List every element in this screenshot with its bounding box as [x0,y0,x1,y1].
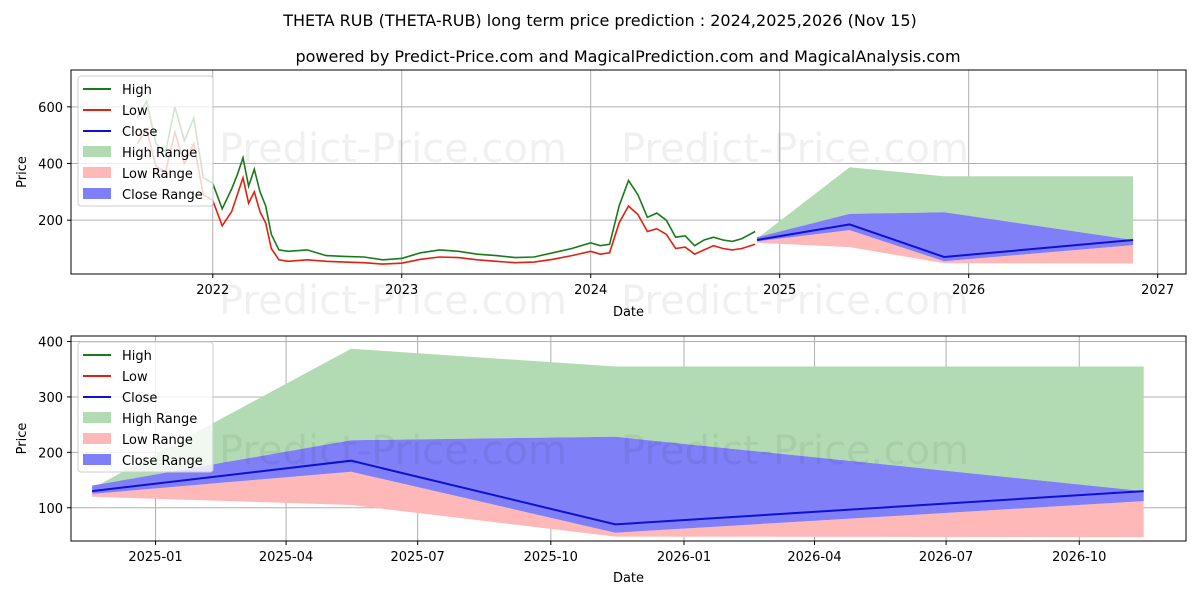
x-tick-label: 2025-04 [259,550,313,565]
legend: High Low Close High Range Low Range Close Ran… [77,75,214,207]
legend-box [77,75,214,207]
x-axis-label: Date [613,571,644,586]
legend-swatch [83,454,111,465]
chart-title: THETA RUB (THETA-RUB) long term price pr… [282,11,917,30]
y-axis-label: Price [15,423,30,455]
legend-box [77,341,214,473]
legend-swatch [83,412,111,423]
legend-swatch [83,188,111,199]
x-tick-label: 2023 [385,283,418,298]
chart-panel-top: Predict-Price.com Predict-Price.com Predic… [15,69,1187,324]
y-tick-label: 100 [38,502,63,517]
y-tick-label: 200 [38,446,63,461]
x-tick-label: 2026-07 [919,550,973,565]
legend-swatch [83,167,111,178]
axes-frame [70,335,1187,542]
high-range-area [757,167,1134,240]
x-tick-label: 2025 [763,283,796,298]
legend-label: Close Range [122,188,203,203]
chart-subtitle: powered by Predict-Price.com and Magical… [295,47,960,66]
x-tick-label: 2026 [952,283,985,298]
high-line [136,98,756,261]
x-tick-label: 2026-10 [1052,550,1106,565]
x-tick-label: 2022 [196,283,229,298]
y-tick-label: 400 [38,336,63,351]
close-line [756,223,1134,259]
legend-label: Low [122,104,148,119]
x-tick-label: 2024 [574,283,607,298]
y-tick-label: 600 [38,101,63,116]
legend-swatch [83,146,111,157]
legend-label: High [122,349,152,364]
chart-panel-bottom: Predict-Price.com Predict-Price.com 2025-0… [15,335,1187,586]
watermark-text: Predict-Price.com [219,126,567,172]
legend-label: Low Range [122,433,193,448]
y-tick-label: 200 [38,214,63,229]
legend-label: Close [122,125,157,140]
legend-label: Close [122,391,157,406]
watermark-text: Predict-Price.com [219,428,567,474]
low-range-area [92,471,1144,538]
x-tick-label: 2025-07 [390,550,444,565]
watermark-text: Predict-Price.com [621,428,969,474]
y-tick-label: 300 [38,391,63,406]
legend-swatch [83,433,111,444]
legend-label: Low [122,370,148,385]
watermark-text: Predict-Price.com [219,278,567,324]
low-line [136,127,756,265]
x-tick-label: 2025-10 [524,550,578,565]
legend-label: High [122,83,152,98]
legend-label: High Range [122,146,197,161]
x-tick-label: 2025-01 [128,550,182,565]
x-tick-label: 2026-04 [787,550,841,565]
high-range-area [92,348,1144,492]
low-range-area [757,230,1134,264]
legend: High Low Close High Range Low Range Close Ran… [77,341,214,473]
x-tick-label: 2027 [1141,283,1174,298]
legend-label: Close Range [122,454,203,469]
y-tick-label: 400 [38,158,63,173]
y-axis-label: Price [15,156,30,188]
legend-label: High Range [122,412,197,427]
x-axis-label: Date [613,305,644,320]
axes-frame [70,69,1187,275]
x-tick-label: 2026-01 [657,550,711,565]
legend-label: Low Range [122,167,193,182]
close-line [91,459,1144,526]
watermark-text: Predict-Price.com [621,126,969,172]
watermark-text: Predict-Price.com [621,278,969,324]
